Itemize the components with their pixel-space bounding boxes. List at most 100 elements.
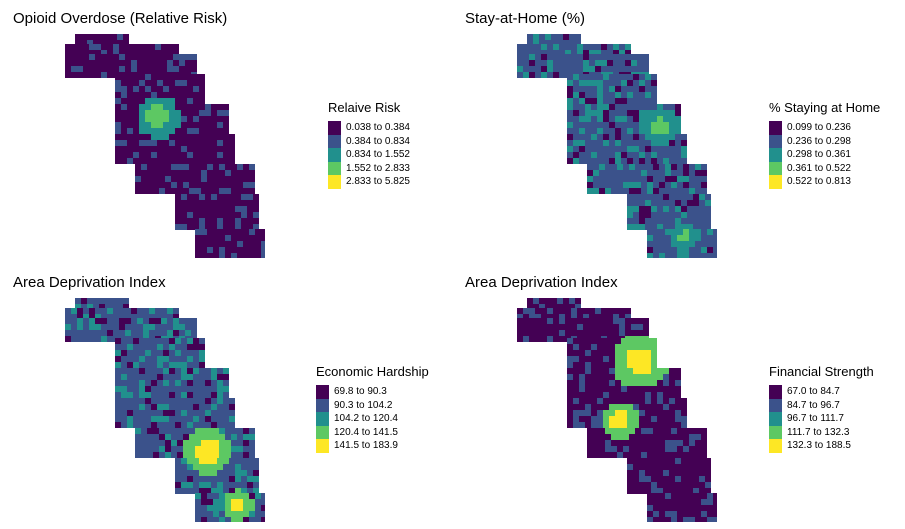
- legend-swatch: [769, 161, 782, 175]
- map-tract: [199, 122, 205, 128]
- map-tract: [181, 350, 187, 356]
- map-tract: [599, 176, 605, 182]
- map-tract: [663, 422, 669, 428]
- map-tract: [589, 44, 595, 50]
- map-tract: [579, 416, 585, 422]
- map-tract: [573, 122, 579, 128]
- map-tract: [657, 410, 663, 416]
- map-tract: [609, 158, 615, 164]
- map-tract: [115, 392, 121, 398]
- map-tract: [173, 324, 179, 330]
- map-tract: [241, 464, 247, 470]
- map-tract: [675, 152, 681, 158]
- map-tract: [605, 182, 611, 188]
- map-tract: [659, 247, 665, 253]
- map-tract: [597, 92, 603, 98]
- map-tract: [211, 392, 217, 398]
- map-tract: [645, 212, 651, 218]
- map-tract: [187, 368, 193, 374]
- map-tract: [171, 188, 177, 194]
- map-tract: [135, 446, 141, 452]
- map-tract: [163, 350, 169, 356]
- map-tract: [121, 362, 127, 368]
- map-tract: [223, 206, 229, 212]
- map-tract: [603, 380, 609, 386]
- map-tract: [247, 218, 253, 224]
- map-tract: [517, 330, 523, 336]
- map-tract: [699, 200, 705, 206]
- map-tract: [669, 464, 675, 470]
- map-tract: [621, 158, 627, 164]
- map-tract: [657, 152, 663, 158]
- legend-item: 120.4 to 141.5: [316, 425, 429, 439]
- map-tract: [573, 386, 579, 392]
- map-tract: [261, 235, 265, 241]
- map-tract: [529, 54, 535, 60]
- map-tract: [597, 368, 603, 374]
- map-tract: [65, 314, 71, 320]
- map-tract: [621, 86, 627, 92]
- map-tract: [579, 350, 585, 356]
- map-tract: [627, 128, 633, 134]
- map-tract: [247, 200, 253, 206]
- map-tract: [235, 212, 241, 218]
- map-tract: [705, 470, 711, 476]
- map-tract: [199, 362, 205, 368]
- map-tract: [523, 44, 529, 50]
- map-tract: [595, 50, 601, 56]
- map-tract: [693, 200, 699, 206]
- legend-label: 120.4 to 141.5: [334, 426, 398, 438]
- map-tract: [615, 104, 621, 110]
- map-tract: [617, 434, 623, 440]
- map-tract: [609, 146, 615, 152]
- map-tract: [177, 164, 183, 170]
- map-tract: [527, 298, 533, 304]
- map-tract: [633, 92, 639, 98]
- map-tract: [599, 434, 605, 440]
- map-tract: [213, 170, 219, 176]
- map-tract: [683, 446, 689, 452]
- map-tract: [181, 158, 187, 164]
- map-tract: [627, 152, 633, 158]
- map-tract: [619, 308, 625, 314]
- legend-swatch: [769, 121, 782, 135]
- map-tract: [241, 218, 247, 224]
- map-tract: [663, 224, 669, 230]
- map-tract: [651, 122, 657, 128]
- map-tract: [223, 116, 229, 122]
- map-tract: [571, 54, 577, 60]
- map-tract: [145, 416, 151, 422]
- map-tract: [121, 104, 127, 110]
- legend-label: 0.236 to 0.298: [787, 135, 851, 147]
- map-tract: [633, 122, 639, 128]
- map-tract: [151, 158, 157, 164]
- map-tract: [635, 170, 641, 176]
- map-tract: [131, 54, 137, 60]
- map-tract: [211, 110, 217, 116]
- map-tract: [211, 458, 217, 464]
- map-tract: [115, 110, 121, 116]
- map-tract: [591, 356, 597, 362]
- legend-item: 67.0 to 84.7: [769, 385, 874, 399]
- map-tract: [241, 470, 247, 476]
- map-tract: [205, 398, 211, 404]
- map-tract: [217, 218, 223, 224]
- map-tract: [223, 482, 229, 488]
- map-tract: [195, 493, 201, 499]
- map-tract: [611, 182, 617, 188]
- map-tract: [663, 392, 669, 398]
- map-tract: [145, 128, 151, 134]
- map-tract: [567, 146, 573, 152]
- map-tract: [145, 122, 151, 128]
- map-tract: [199, 98, 205, 104]
- map-tract: [113, 44, 119, 50]
- map-tract: [199, 422, 205, 428]
- map-tract: [151, 404, 157, 410]
- map-tract: [621, 92, 627, 98]
- map-tract: [569, 40, 575, 46]
- map-tract: [167, 44, 173, 50]
- map-tract: [151, 386, 157, 392]
- map-tract: [517, 314, 523, 320]
- map-tract: [179, 324, 185, 330]
- map-tract: [535, 66, 541, 72]
